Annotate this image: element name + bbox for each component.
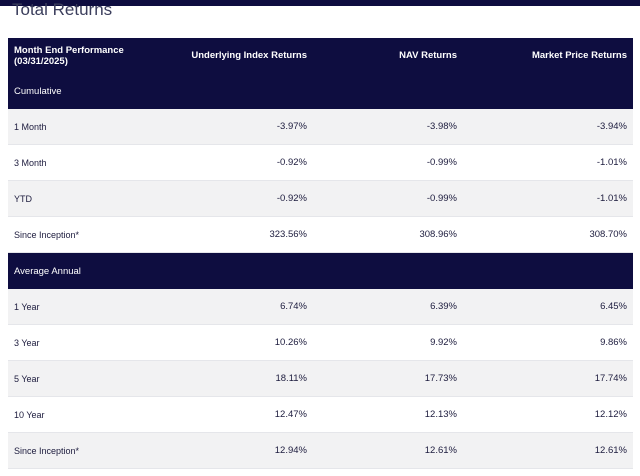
cell-market-price: 9.86% xyxy=(463,324,633,361)
returns-table: Month End Performance (03/31/2025) Under… xyxy=(8,38,633,469)
top-bar xyxy=(0,0,640,6)
group-label: Average Annual xyxy=(8,252,633,289)
cell-underlying-index: 12.94% xyxy=(158,432,313,469)
cell-nav: -0.99% xyxy=(313,180,463,217)
table-row: 3 Month -0.92% -0.99% -1.01% xyxy=(8,144,633,181)
group-row: Average Annual xyxy=(8,252,633,289)
header-period: Month End Performance (03/31/2025) xyxy=(8,38,158,73)
table-row: 10 Year 12.47% 12.13% 12.12% xyxy=(8,396,633,433)
cell-underlying-index: 10.26% xyxy=(158,324,313,361)
cell-nav: -3.98% xyxy=(313,109,463,145)
table-row: YTD -0.92% -0.99% -1.01% xyxy=(8,180,633,217)
section-title: Total Returns xyxy=(12,0,113,19)
cell-market-price: 12.61% xyxy=(463,432,633,469)
table-row: 1 Year 6.74% 6.39% 6.45% xyxy=(8,289,633,325)
table-row: 5 Year 18.11% 17.73% 17.74% xyxy=(8,360,633,397)
cell-underlying-index: 18.11% xyxy=(158,360,313,397)
cell-nav: 17.73% xyxy=(313,360,463,397)
cell-nav: 6.39% xyxy=(313,289,463,325)
cell-nav: 308.96% xyxy=(313,216,463,253)
group-label: Cumulative xyxy=(8,73,633,109)
cell-market-price: 308.70% xyxy=(463,216,633,253)
cell-market-price: -1.01% xyxy=(463,144,633,181)
cell-nav: -0.99% xyxy=(313,144,463,181)
row-label: 1 Year xyxy=(8,289,158,325)
table-header-row: Month End Performance (03/31/2025) Under… xyxy=(8,38,633,73)
cell-underlying-index: -3.97% xyxy=(158,109,313,145)
header-period-line1: Month End Performance xyxy=(14,44,124,56)
row-label: Since Inception* xyxy=(8,216,158,253)
table-row: 3 Year 10.26% 9.92% 9.86% xyxy=(8,324,633,361)
table-row: Since Inception* 323.56% 308.96% 308.70% xyxy=(8,216,633,253)
cell-underlying-index: -0.92% xyxy=(158,144,313,181)
table-row: Since Inception* 12.94% 12.61% 12.61% xyxy=(8,432,633,469)
row-label: 3 Month xyxy=(8,144,158,181)
header-nav-returns: NAV Returns xyxy=(313,38,463,73)
row-label: 1 Month xyxy=(8,109,158,145)
row-label: 3 Year xyxy=(8,324,158,361)
row-label: 10 Year xyxy=(8,396,158,433)
table-row: 1 Month -3.97% -3.98% -3.94% xyxy=(8,109,633,145)
group-row: Cumulative xyxy=(8,73,633,109)
cell-underlying-index: 323.56% xyxy=(158,216,313,253)
cell-underlying-index: 6.74% xyxy=(158,289,313,325)
header-period-line2: (03/31/2025) xyxy=(14,55,68,67)
cell-market-price: 6.45% xyxy=(463,289,633,325)
cell-nav: 9.92% xyxy=(313,324,463,361)
table-body: Cumulative 1 Month -3.97% -3.98% -3.94% 3 Mon… xyxy=(8,73,633,469)
cell-underlying-index: -0.92% xyxy=(158,180,313,217)
cell-market-price: -3.94% xyxy=(463,109,633,145)
header-market-price-returns: Market Price Returns xyxy=(463,38,633,73)
row-label: YTD xyxy=(8,180,158,217)
cell-market-price: 12.12% xyxy=(463,396,633,433)
cell-nav: 12.61% xyxy=(313,432,463,469)
row-label: Since Inception* xyxy=(8,432,158,469)
cell-market-price: 17.74% xyxy=(463,360,633,397)
cell-underlying-index: 12.47% xyxy=(158,396,313,433)
cell-market-price: -1.01% xyxy=(463,180,633,217)
row-label: 5 Year xyxy=(8,360,158,397)
header-underlying-index-returns: Underlying Index Returns xyxy=(158,38,313,73)
cell-nav: 12.13% xyxy=(313,396,463,433)
